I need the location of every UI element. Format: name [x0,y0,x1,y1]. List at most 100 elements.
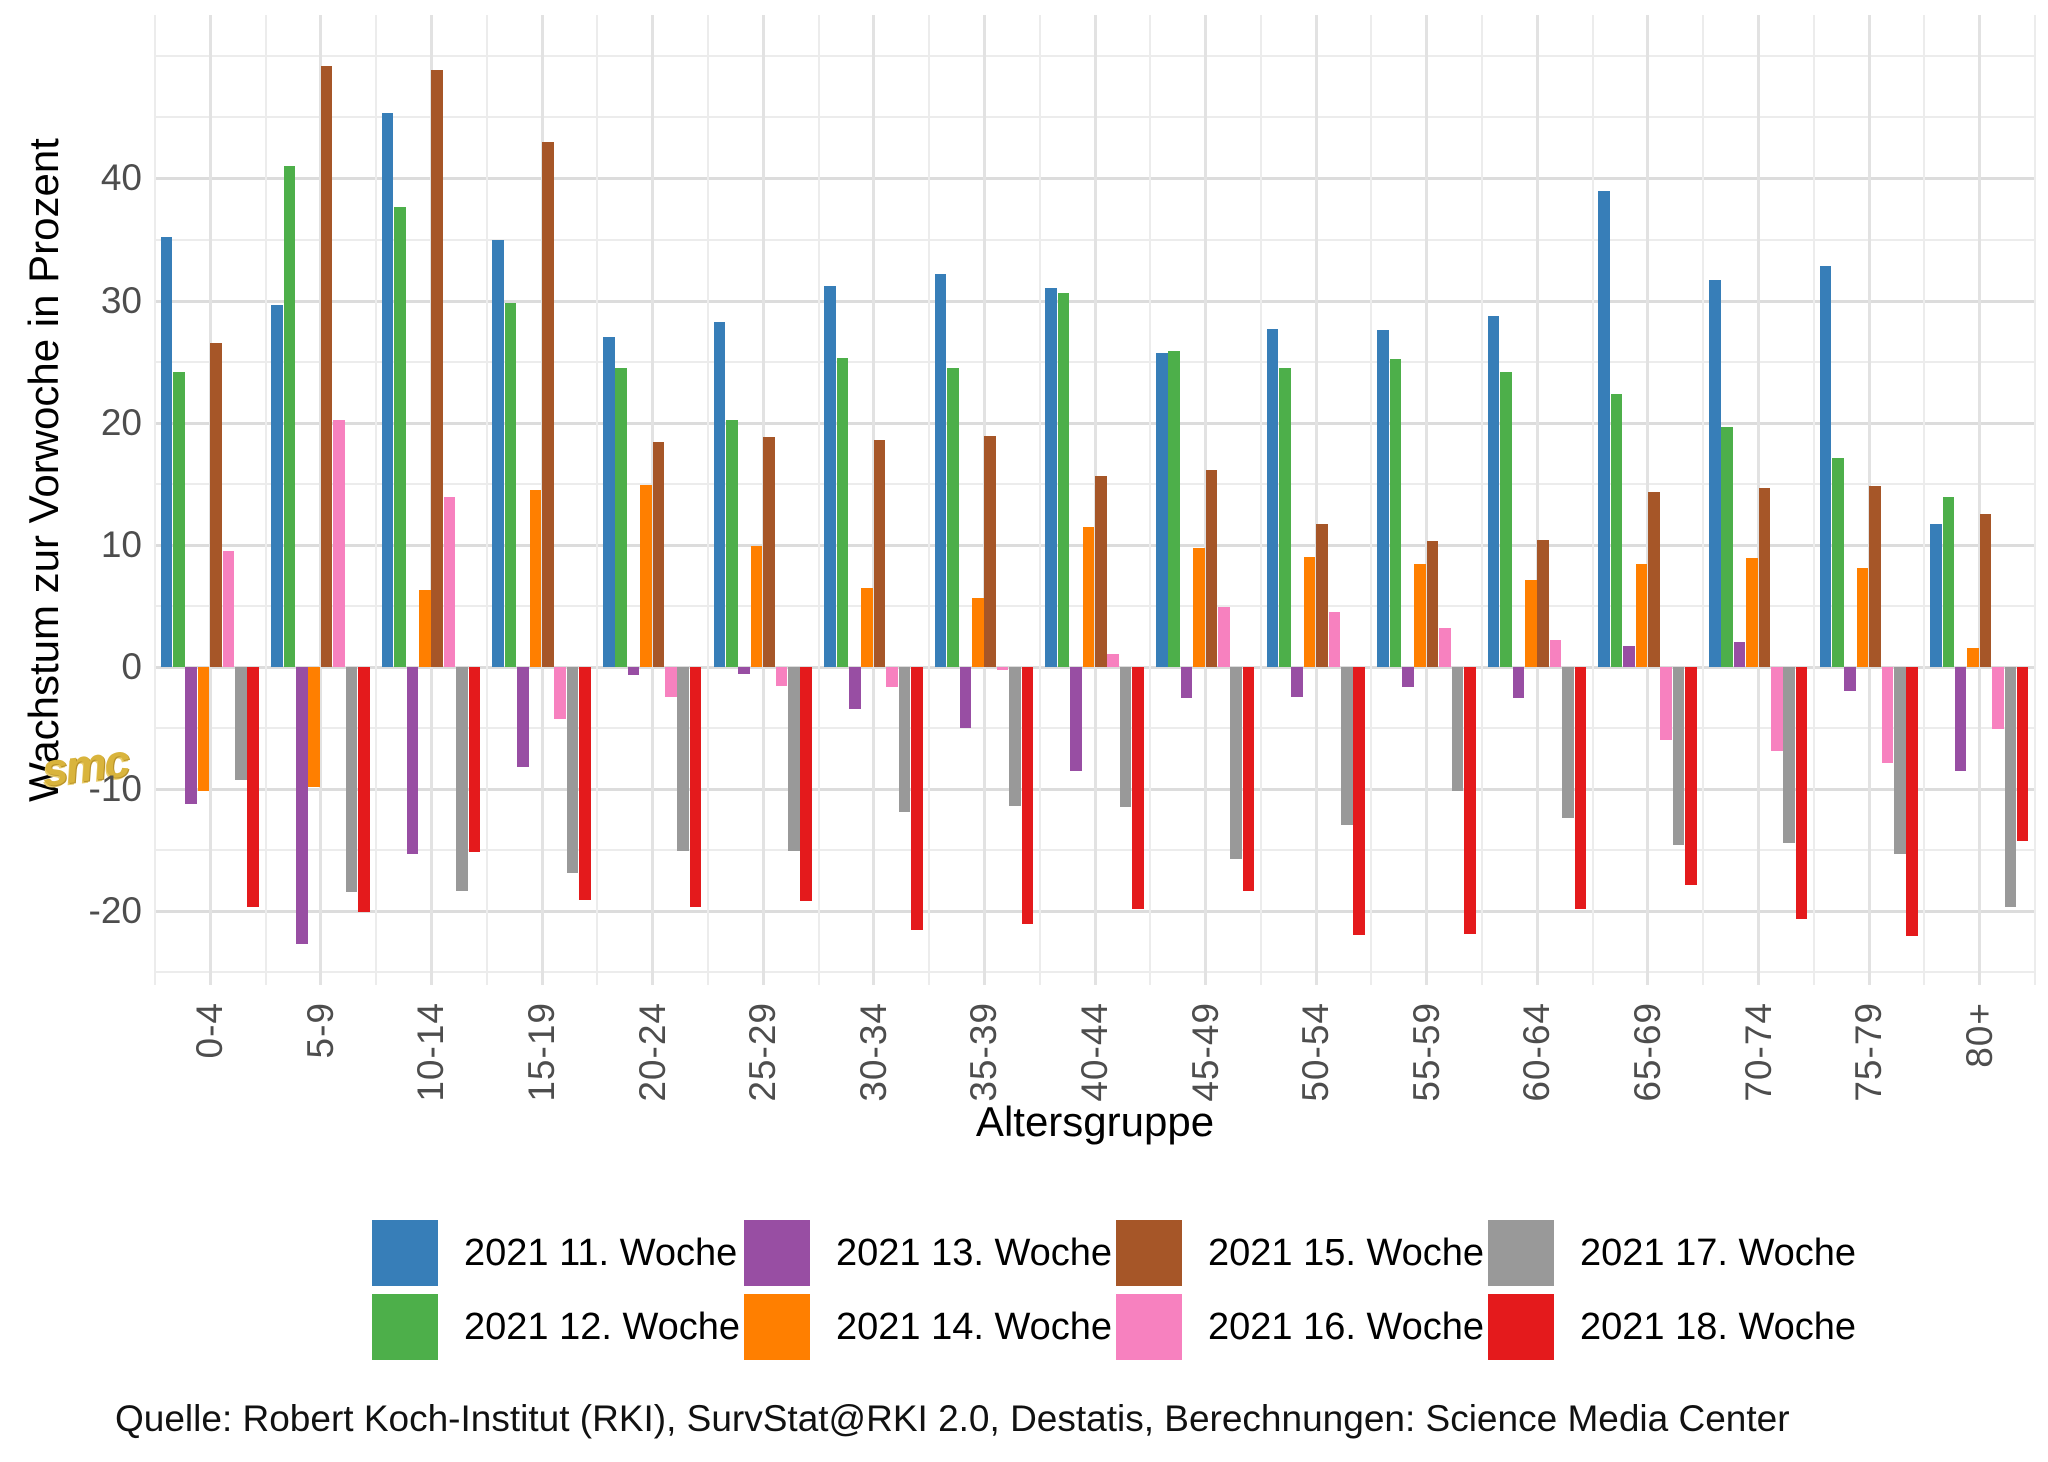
bar-15-19-w14 [529,489,542,667]
legend-swatch-icon [744,1294,810,1360]
legend-item: 2021 17. Woche [1488,1216,1860,1290]
bar-25-29-w18 [800,666,813,901]
legend-label: 2021 13. Woche [836,1231,1113,1274]
bar-80+-w17 [2004,666,2017,907]
bar-5-9-w14 [308,666,321,788]
gridline [1702,15,1705,985]
legend-item: 2021 13. Woche [744,1216,1116,1290]
gridline [1314,15,1318,985]
gridline [1259,15,1262,985]
bar-65-69-w18 [1685,666,1697,885]
bar-50-54-w16 [1328,611,1341,667]
bar-45-49-w14 [1193,548,1205,667]
x-tick-label: 0-4 [189,1002,231,1059]
bar-40-44-w17 [1119,666,1132,807]
legend-label: 2021 18. Woche [1580,1305,1857,1348]
bar-55-59-w15 [1426,540,1439,667]
y-tick-label: 40 [100,157,142,199]
x-tick-label: 65-69 [1626,1002,1668,1102]
gridline [2034,15,2036,985]
bar-40-44-w14 [1082,527,1095,667]
legend-label: 2021 14. Woche [836,1305,1113,1348]
bar-15-19-w11 [492,239,505,667]
bar-5-9-w12 [283,166,296,667]
bar-55-59-w16 [1439,627,1451,667]
y-tick-label: 20 [100,401,142,443]
bar-25-29-w13 [738,666,751,674]
bar-35-39-w18 [1021,666,1034,924]
bar-45-49-w17 [1230,666,1242,860]
gridline [596,15,599,985]
bar-80+-w14 [1967,648,1979,667]
bar-70-74-w17 [1783,666,1795,844]
bar-50-54-w14 [1303,556,1316,667]
bar-35-39-w17 [1009,666,1021,806]
y-tick-label: -10 [88,767,142,809]
gridline [485,15,488,985]
bar-75-79-w18 [1906,666,1918,937]
bar-10-14-w17 [456,666,468,892]
gridline [1038,15,1041,985]
bar-65-69-w13 [1623,645,1635,667]
bar-55-59-w13 [1401,666,1414,688]
x-tick-label: 20-24 [631,1002,673,1102]
bar-5-9-w18 [358,666,370,912]
bar-35-39-w12 [947,367,959,667]
bar-20-24-w12 [615,367,628,667]
bar-25-29-w17 [788,666,800,851]
bar-15-19-w16 [554,666,567,719]
legend-item: 2021 15. Woche [1116,1216,1488,1290]
bar-30-34-w18 [911,666,923,931]
bar-10-14-w11 [381,112,394,667]
bar-15-19-w18 [579,666,591,900]
bar-20-24-w17 [677,666,690,851]
bar-60-64-w15 [1537,539,1549,667]
bar-75-79-w14 [1856,567,1869,667]
bar-30-34-w11 [824,285,836,667]
x-tick-label: 50-54 [1295,1002,1337,1102]
bar-20-24-w11 [603,337,615,667]
bar-65-69-w14 [1635,564,1648,667]
bar-35-39-w13 [959,666,972,728]
x-tick-label: 5-9 [299,1002,341,1059]
bar-10-14-w13 [406,666,419,855]
gridline [1535,15,1539,985]
gridline [1149,15,1152,985]
legend-swatch-icon [372,1294,438,1360]
bar-75-79-w15 [1869,485,1881,667]
bar-0-4-w12 [173,372,185,667]
y-tick-label: -20 [88,889,142,931]
bar-65-69-w15 [1647,492,1660,667]
gridline [1481,15,1484,985]
bar-50-54-w13 [1291,666,1303,698]
bar-60-64-w11 [1487,316,1500,667]
bar-5-9-w17 [345,666,358,893]
bar-45-49-w13 [1180,666,1193,699]
bar-80+-w18 [2016,666,2029,842]
legend-label: 2021 17. Woche [1580,1231,1857,1274]
legend-swatch-icon [1116,1220,1182,1286]
bar-0-4-w14 [197,666,210,791]
bar-75-79-w13 [1844,666,1856,691]
bar-35-39-w16 [996,666,1009,671]
bar-30-34-w17 [898,666,911,812]
bar-70-74-w14 [1746,557,1758,667]
bar-35-39-w11 [934,273,947,667]
bar-0-4-w15 [210,343,222,667]
legend-item: 2021 14. Woche [744,1290,1116,1364]
x-tick-label: 70-74 [1737,1002,1779,1102]
bar-45-49-w15 [1205,470,1218,667]
bar-70-74-w18 [1795,666,1808,920]
bar-40-44-w16 [1107,654,1119,667]
x-tick-label: 15-19 [521,1002,563,1102]
bar-10-14-w14 [419,589,431,667]
bar-45-49-w12 [1168,350,1180,667]
bar-0-4-w17 [235,666,247,781]
x-tick-label: 10-14 [410,1002,452,1102]
legend-swatch-icon [1116,1294,1182,1360]
bar-70-74-w16 [1770,666,1783,751]
bar-5-9-w13 [296,666,308,944]
gridline [264,15,267,985]
y-tick-label: 0 [121,645,142,687]
bar-0-4-w11 [160,237,173,667]
